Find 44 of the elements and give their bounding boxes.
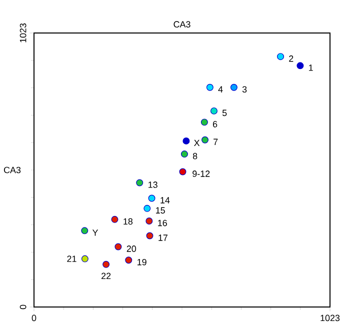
annotation: Y [92,230,98,236]
annotation: 7 [214,138,218,145]
chart-title: CA3 [174,21,190,28]
annotation: 1 [308,64,313,71]
point [296,62,304,70]
point [114,243,122,250]
point [230,84,238,91]
annotation: 21 [67,256,76,262]
annotation: 13 [148,182,158,188]
annotation: 5 [222,110,227,116]
y-axis-title: CA3 [4,166,21,174]
point [210,107,218,114]
point [200,118,208,126]
annotation: 15 [156,207,165,214]
annotation: 3 [242,86,247,93]
annotation: X [194,140,200,146]
annotation: 20 [126,246,136,252]
annotation: 19 [138,258,146,266]
annotation: 16 [158,220,167,226]
annotation: 14 [160,197,170,204]
point [136,179,144,186]
point [111,216,118,223]
point [125,256,132,264]
point [206,84,214,91]
point [202,136,209,144]
annotation: 4 [218,86,223,92]
annotation: 8 [192,152,198,160]
point [179,168,186,176]
point [146,232,154,240]
point [148,194,156,202]
point [102,260,110,268]
annotation: 2 [289,55,294,62]
annotation: 9-12 [192,170,210,177]
annotation: 17 [158,234,168,241]
annotation: 18 [124,218,133,225]
point [81,255,88,262]
annotation: 6 [212,121,218,128]
point [146,218,153,225]
point [277,53,284,60]
point [182,137,190,144]
point [81,227,88,234]
annotation: 22 [102,272,111,280]
point [180,150,188,158]
point [144,204,151,212]
